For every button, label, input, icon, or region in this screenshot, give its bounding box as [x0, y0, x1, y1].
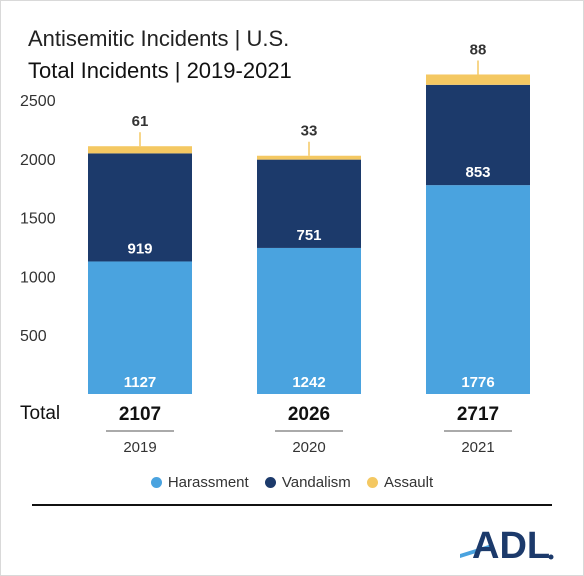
legend-swatch-vandalism	[264, 477, 276, 488]
logo-swoosh-icon	[460, 544, 492, 558]
data-label-harassment-2019: 1127	[124, 374, 157, 391]
legend-label-harassment: Harassment	[167, 474, 249, 491]
legend-item-assault: Assault	[366, 474, 434, 491]
bar-harassment-2021	[426, 185, 530, 394]
stacked-bar-chart: 500 1000 1500 2000 2500 Total 1127 919 61 2107 201…	[20, 41, 530, 456]
y-tick-label-500: 500	[20, 328, 47, 345]
y-tick-label-2500: 2500	[20, 93, 56, 110]
total-row-label: Total	[20, 403, 60, 424]
bar-vandalism-2019	[88, 153, 192, 262]
y-tick-label-1000: 1000	[20, 269, 56, 286]
legend-label-assault: Assault	[383, 474, 434, 491]
legend-swatch-assault	[366, 477, 378, 488]
bar-harassment-2020	[257, 247, 361, 394]
x-tick-label-2019: 2019	[123, 439, 156, 456]
bar-assault-2019	[88, 146, 192, 154]
chart-subtitle: Total Incidents | 2019-2021	[28, 58, 292, 83]
bar-assault-2020	[257, 155, 361, 160]
legend-item-harassment: Harassment	[150, 474, 249, 491]
total-value-2019: 2107	[119, 404, 161, 425]
bar-harassment-2019	[88, 261, 192, 394]
bottom-divider	[32, 504, 552, 506]
legend-swatch-harassment	[150, 477, 162, 488]
bar-vandalism-2020	[257, 159, 361, 248]
data-label-assault-2021: 88	[470, 41, 487, 58]
legend-label-vandalism: Vandalism	[281, 474, 351, 491]
x-tick-label-2021: 2021	[461, 439, 494, 456]
total-value-2021: 2717	[457, 404, 499, 425]
y-tick-label-1500: 1500	[20, 211, 56, 228]
chart-legend: Harassment Vandalism Assault	[0, 474, 584, 492]
legend-item-vandalism: Vandalism	[264, 474, 351, 491]
bar-vandalism-2021	[426, 84, 530, 186]
data-label-vandalism-2020: 751	[296, 227, 321, 244]
data-label-vandalism-2021: 853	[465, 164, 490, 181]
data-label-harassment-2021: 1776	[461, 374, 494, 391]
bar-assault-2021	[426, 74, 530, 85]
adl-logo: ADL	[460, 525, 554, 564]
data-label-harassment-2020: 1242	[292, 374, 325, 391]
logo-registered-mark	[548, 554, 554, 560]
data-label-vandalism-2019: 919	[127, 240, 152, 257]
y-tick-label-2000: 2000	[20, 152, 56, 169]
data-label-assault-2020: 33	[301, 123, 318, 140]
chart-title: Antisemitic Incidents | U.S.	[28, 26, 290, 51]
x-tick-label-2020: 2020	[292, 439, 325, 456]
logo-text: ADL	[472, 525, 550, 564]
total-value-2020: 2026	[288, 404, 330, 425]
data-label-assault-2019: 61	[132, 113, 149, 130]
